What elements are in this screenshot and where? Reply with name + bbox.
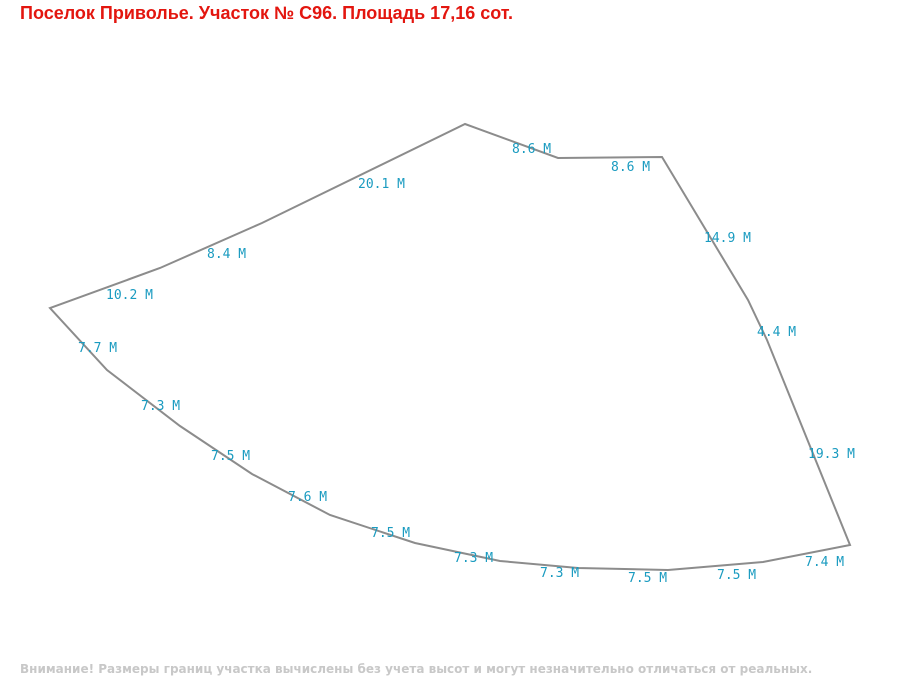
edge-length-label: 4.4 М [757,325,796,340]
edge-length-label: 20.1 М [358,177,405,192]
edge-length-label: 7.5 М [211,449,250,464]
edge-length-label: 7.3 М [454,551,493,566]
edge-length-label: 7.5 М [717,568,756,583]
edge-length-label: 10.2 М [106,288,153,303]
edge-length-label: 7.4 М [805,555,844,570]
plot-boundary [48,122,852,572]
edge-length-label: 7.3 М [141,399,180,414]
edge-length-label: 7.5 М [628,571,667,586]
edge-length-label: 19.3 М [808,447,855,462]
edge-length-label: 8.4 М [207,247,246,262]
edge-length-label: 7.7 М [78,341,117,356]
edge-length-label: 7.6 М [288,490,327,505]
edge-length-label: 8.6 М [611,160,650,175]
edge-length-label: 7.3 М [540,566,579,581]
edge-length-label: 7.5 М [371,526,410,541]
edge-length-label: 8.6 М [512,142,551,157]
edge-length-label: 14.9 М [704,231,751,246]
page-title: Поселок Приволье. Участок № С96. Площадь… [20,3,514,23]
edge-labels: 8.6 М 8.6 М 14.9 М 4.4 М 19.3 М 7.4 М 7.5 М 7.5… [78,142,855,586]
disclaimer-note: Внимание! Размеры границ участка вычисле… [20,662,813,676]
